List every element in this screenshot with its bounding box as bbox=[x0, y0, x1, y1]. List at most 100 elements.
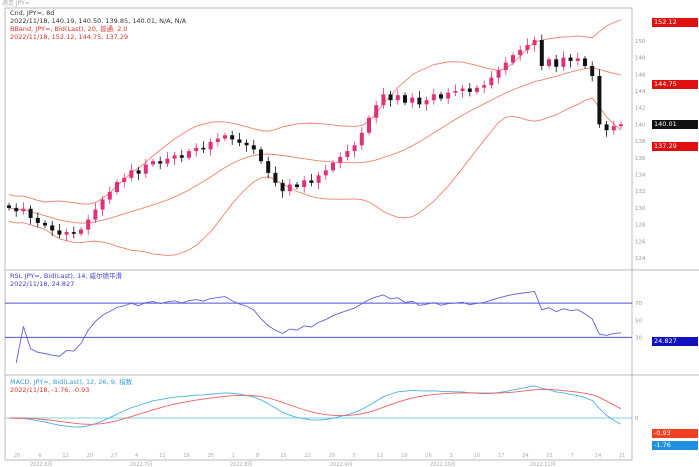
candle-body bbox=[525, 45, 530, 51]
candle-body bbox=[489, 77, 494, 86]
candle-body bbox=[316, 175, 321, 183]
candle-body bbox=[201, 147, 206, 150]
x-tick-label: 8 bbox=[256, 453, 259, 459]
price-tick-label: 140 bbox=[635, 122, 646, 128]
candle-body bbox=[287, 184, 292, 192]
candle-body bbox=[381, 94, 386, 106]
candle-body bbox=[338, 156, 343, 163]
candle-body bbox=[410, 97, 415, 103]
candle-body bbox=[122, 177, 127, 183]
candle-body bbox=[417, 97, 422, 105]
candle-body bbox=[179, 155, 184, 158]
candle-body bbox=[611, 126, 616, 131]
candle-body bbox=[359, 132, 364, 146]
candle-body bbox=[323, 170, 328, 176]
price-tick-label: 124 bbox=[635, 256, 646, 262]
price-tick-label: 142 bbox=[635, 106, 646, 112]
candle-body bbox=[554, 59, 559, 67]
x-tick-label: 15 bbox=[280, 453, 286, 459]
candle-body bbox=[266, 161, 271, 173]
x-tick-label: 20 bbox=[14, 453, 20, 459]
candle-body bbox=[388, 94, 393, 101]
candle-body bbox=[309, 180, 314, 183]
bband-lower-line bbox=[8, 97, 622, 256]
macd-legend-line2: 2022/11/18, -1.76, -0.93 bbox=[10, 386, 90, 394]
price-tick-label: 134 bbox=[635, 173, 646, 179]
candle-body bbox=[194, 147, 199, 152]
x-tick-label: 17 bbox=[498, 453, 504, 459]
rsi-legend-line1: RSI, JPY=, Bid(Last), 14, 威尔德平滑 bbox=[10, 272, 122, 280]
candle-body bbox=[547, 59, 551, 66]
price-legend-line1: Cnd, JPY=, 8d bbox=[10, 9, 55, 17]
candle-body bbox=[352, 145, 357, 152]
x-tick-label: 4 bbox=[135, 453, 138, 459]
candle-body bbox=[482, 85, 487, 88]
candle-body bbox=[43, 222, 47, 226]
plot-frame bbox=[4, 7, 633, 461]
candle-body bbox=[532, 40, 537, 46]
candle-body bbox=[136, 170, 141, 174]
candle-body bbox=[208, 141, 213, 150]
price-tick-label: 132 bbox=[635, 189, 646, 195]
x-tick-label: 25 bbox=[208, 453, 214, 459]
bband-middle-line bbox=[8, 67, 622, 224]
x-period-label: 2022.11月 bbox=[530, 462, 556, 467]
bband-legend-line2: 2022/11/18, 152.12, 144.75, 137.29 bbox=[10, 33, 129, 41]
macd-line bbox=[8, 385, 622, 428]
candle-body bbox=[424, 100, 429, 105]
candle-body bbox=[453, 91, 458, 93]
candle-body bbox=[129, 170, 134, 178]
candle-body bbox=[115, 182, 119, 193]
candle-body bbox=[395, 95, 400, 101]
candle-body bbox=[143, 164, 148, 174]
x-tick-label: 10 bbox=[474, 453, 480, 459]
candle-body bbox=[172, 155, 177, 159]
x-tick-label: 12 bbox=[377, 453, 383, 459]
price-tick-label: 146 bbox=[635, 72, 646, 78]
x-tick-label: 7 bbox=[571, 453, 574, 459]
candle-body bbox=[367, 117, 371, 133]
x-tick-label: 11 bbox=[159, 453, 165, 459]
x-tick-label: 13 bbox=[62, 453, 68, 459]
price-legend-line2: 2022/11/18, 140.19, 140.50, 139.85, 140.… bbox=[10, 17, 187, 25]
x-tick-label: 5 bbox=[353, 453, 356, 459]
candle-body bbox=[518, 50, 523, 56]
candle-body bbox=[165, 158, 170, 164]
candle-body bbox=[215, 138, 220, 142]
candle-body bbox=[302, 180, 307, 188]
rsi-legend-line2: 2022/11/18, 24.827 bbox=[10, 280, 75, 288]
candle-body bbox=[374, 105, 379, 118]
candle-body bbox=[35, 217, 40, 223]
x-tick-label: 26 bbox=[425, 453, 431, 459]
rsi-line bbox=[15, 290, 622, 364]
rsi-tick-label: 70 bbox=[635, 301, 642, 307]
candle-body bbox=[446, 92, 451, 99]
price-tick-label: 148 bbox=[635, 56, 646, 62]
rsi-tick-label: 50 bbox=[635, 318, 642, 324]
candle-body bbox=[561, 57, 566, 67]
price-tick-label: 130 bbox=[635, 206, 646, 212]
candle-body bbox=[460, 88, 465, 91]
candle-body bbox=[475, 87, 479, 92]
price-tick-label: 138 bbox=[635, 139, 646, 145]
candle-body bbox=[575, 58, 580, 61]
candle-body bbox=[590, 65, 595, 76]
price-tick-label: 150 bbox=[635, 39, 646, 45]
candle-body bbox=[259, 149, 263, 162]
x-tick-label: 24 bbox=[522, 453, 528, 459]
bband-legend-line1: BBand, JPY=, Bid(Last), 20, 普通, 2.0 bbox=[10, 25, 128, 33]
macd-signal-tag: -0.93 bbox=[652, 429, 698, 438]
candle-body bbox=[71, 232, 76, 234]
candle-body bbox=[244, 142, 249, 146]
candle-body bbox=[273, 172, 278, 183]
candle-body bbox=[295, 184, 299, 188]
candle-body bbox=[21, 208, 26, 212]
macd-tag: -1.76 bbox=[652, 441, 698, 450]
candle-body bbox=[187, 151, 191, 158]
candle-body bbox=[14, 207, 19, 212]
x-tick-label: 18 bbox=[183, 453, 189, 459]
price-tick-label: 128 bbox=[635, 223, 646, 229]
candle-body bbox=[431, 94, 436, 101]
candle-body bbox=[503, 62, 508, 71]
